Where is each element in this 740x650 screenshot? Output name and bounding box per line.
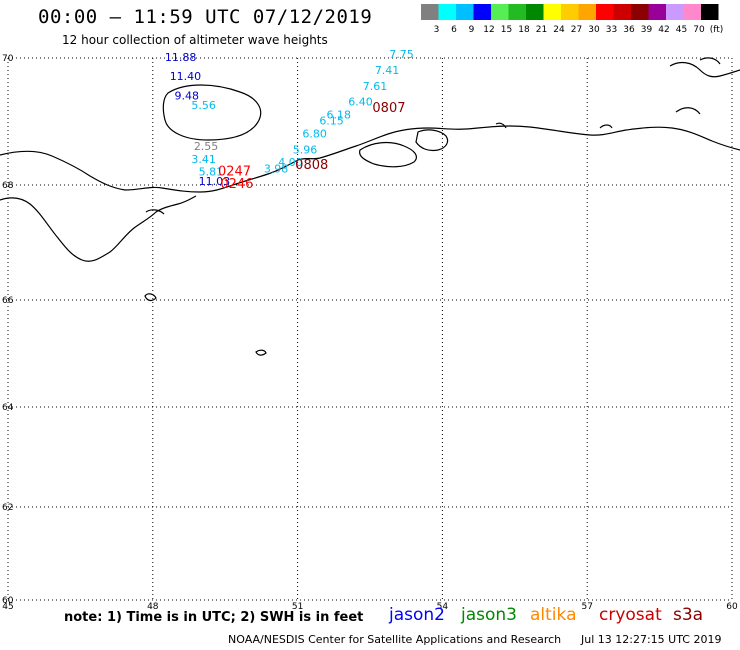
lon-tick-label: 57 (581, 602, 592, 612)
credit-text: NOAA/NESDIS Center for Satellite Applica… (228, 633, 562, 646)
scale-swatch (543, 4, 561, 20)
scale-swatch (683, 4, 701, 20)
pass-time-label: 0247 (218, 164, 251, 179)
scale-swatch (508, 4, 526, 20)
scale-label: 24 (553, 25, 565, 34)
scale-label: 21 (536, 25, 547, 34)
satellite-cryosat: cryosat (599, 605, 662, 625)
scale-swatch (421, 4, 439, 20)
wave-height-label: 6.80 (302, 127, 327, 140)
satellite-jason2: jason2 (389, 605, 445, 625)
lat-tick-label: 66 (2, 296, 14, 306)
coastline (0, 57, 740, 356)
scale-swatch (613, 4, 631, 20)
scale-label: 36 (623, 25, 635, 34)
scale-label: 9 (469, 25, 475, 34)
scale-label: 70 (693, 25, 705, 34)
wave-height-label: 6.40 (348, 96, 373, 109)
pass-time-label: 0808 (295, 158, 328, 173)
scale-label: 6 (451, 25, 457, 34)
scale-swatch (596, 4, 614, 20)
scale-swatch (631, 4, 649, 20)
wave-height-label: 9.48 (175, 89, 200, 102)
scale-swatch (491, 4, 509, 20)
lon-tick-label: 48 (147, 602, 159, 612)
credit-timestamp: Jul 13 12:27:15 UTC 2019 (581, 633, 722, 646)
scale-label: 3 (434, 25, 440, 34)
wave-height-label: 4.00 (278, 156, 303, 169)
lon-tick-label: 45 (2, 602, 13, 612)
satellite-jason3: jason3 (461, 605, 517, 625)
wave-height-label: 6.18 (327, 108, 352, 121)
wave-height-label: 7.41 (375, 64, 400, 77)
wave-height-label: 11.40 (170, 70, 202, 83)
map-subtitle: 12 hour collection of altimeter wave hei… (62, 33, 328, 47)
scale-label: 15 (501, 25, 512, 34)
wave-height-label: 11.03 (199, 175, 231, 188)
lat-tick-label: 60 (2, 596, 14, 606)
map-title: 00:00 – 11:59 UTC 07/12/2019 (38, 6, 373, 28)
wave-height-label: 3.98 (264, 162, 289, 175)
lat-tick-label: 62 (2, 503, 13, 513)
wave-height-values: 11.88 11.40 9.48 11.03 7.75 7.41 7.61 6.406.186… (165, 48, 414, 188)
satellite-altika: altika (530, 605, 577, 625)
lon-tick-label: 60 (726, 602, 738, 612)
wave-height-label: 5.96 (293, 143, 318, 156)
lat-tick-label: 64 (2, 403, 14, 413)
lon-tick-label: 51 (292, 602, 303, 612)
wave-height-label: 3.41 (191, 153, 216, 166)
wave-height-label: 2.55 (194, 140, 219, 153)
scale-label: 33 (606, 25, 617, 34)
pass-time-label: 0807 (372, 101, 405, 116)
scale-label: 42 (658, 25, 669, 34)
wave-height-label: 7.61 (363, 80, 388, 93)
satellite-s3a: s3a (673, 605, 704, 625)
scale-swatch (456, 4, 474, 20)
wave-height-label: 5.56 (191, 99, 216, 112)
wave-height-label: 11.88 (165, 51, 197, 64)
scale-swatch (648, 4, 666, 20)
scale-swatch (578, 4, 596, 20)
scale-label: 12 (483, 25, 494, 34)
scale-swatch (666, 4, 684, 20)
scale-label: 18 (518, 25, 530, 34)
scale-swatch (561, 4, 579, 20)
scale-swatch (526, 4, 544, 20)
wave-height-label: 7.75 (389, 48, 414, 61)
scale-swatch (701, 4, 719, 20)
scale-label: (ft) (710, 25, 724, 34)
color-scale-legend: 3 6 9 12 15 18 21 24 27 30 33 36 39 42 45 70 (ft) (421, 4, 724, 34)
scale-label: 45 (676, 25, 687, 34)
pass-time-label: 0246 (220, 177, 253, 192)
scale-swatch (438, 4, 456, 20)
lat-lon-grid (7, 57, 733, 601)
scale-label: 30 (588, 25, 600, 34)
scale-label: 27 (571, 25, 582, 34)
note-text: note: 1) Time is in UTC; 2) SWH is in fe… (64, 610, 364, 625)
lat-tick-label: 70 (2, 54, 14, 64)
lat-tick-label: 68 (2, 181, 14, 191)
lon-tick-label: 54 (437, 602, 449, 612)
scale-swatch (473, 4, 491, 20)
wave-height-label: 5.81 (199, 165, 224, 178)
scale-label: 39 (641, 25, 653, 34)
wave-height-label: 6.15 (319, 115, 344, 128)
